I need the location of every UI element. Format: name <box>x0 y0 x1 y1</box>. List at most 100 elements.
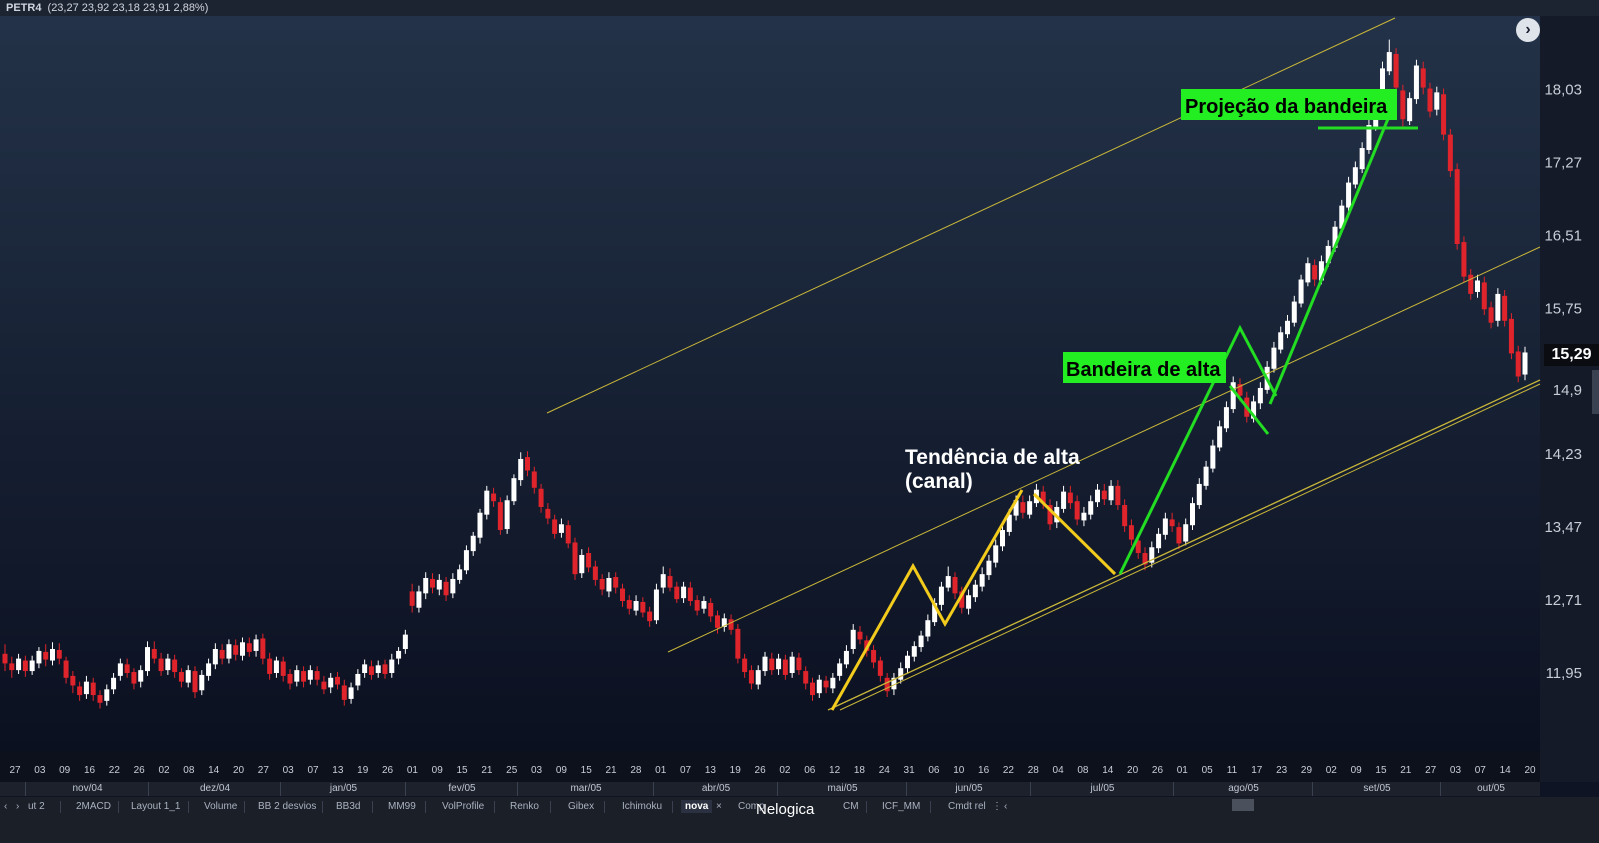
price-chart[interactable]: Projeção da bandeira Bandeira de alta Te… <box>0 16 1599 782</box>
month-label: jul/05 <box>1030 782 1174 796</box>
x-tick-label: 02 <box>779 765 791 776</box>
tab-scroll-back-icon[interactable]: ‹ <box>1004 801 1008 812</box>
candle <box>1142 547 1148 571</box>
tab-ut2[interactable]: ut 2 <box>28 801 45 812</box>
candle <box>1278 326 1284 354</box>
candle <box>29 655 35 675</box>
candle <box>321 675 327 695</box>
x-tick-label: 07 <box>307 765 319 776</box>
candle <box>185 665 191 688</box>
candle <box>43 644 49 667</box>
candle <box>240 637 245 661</box>
candle <box>253 634 259 657</box>
x-tick-label: 22 <box>109 765 121 776</box>
candle <box>1312 259 1318 287</box>
candle <box>1285 315 1290 339</box>
tab-more-icon[interactable]: ⋮ <box>992 801 1002 812</box>
candle <box>314 666 320 686</box>
candle <box>647 606 653 627</box>
candle <box>50 642 55 666</box>
candle <box>966 589 972 615</box>
tab-cm[interactable]: CM <box>843 801 859 812</box>
tab-nova[interactable]: nova <box>681 800 713 813</box>
tab-close-icon[interactable]: × <box>716 801 722 812</box>
candle <box>660 566 666 594</box>
x-tick-label: 12 <box>829 765 841 776</box>
tab-scroll-right-icon[interactable]: › <box>16 801 20 812</box>
candle <box>918 630 924 652</box>
candle <box>653 583 659 625</box>
candle <box>267 652 273 680</box>
candle <box>925 614 931 642</box>
candle <box>1257 382 1263 410</box>
x-tick-label: 28 <box>630 765 642 776</box>
tab-bb3d[interactable]: BB3d <box>336 801 361 812</box>
x-tick-label: 07 <box>1475 765 1487 776</box>
candle <box>457 564 463 584</box>
tab-volprofile[interactable]: VolProfile <box>442 801 485 812</box>
month-label: fev/05 <box>405 782 518 796</box>
side-panel-handle[interactable] <box>1592 370 1599 414</box>
candle <box>1149 541 1155 568</box>
candle <box>986 554 992 580</box>
tab-scroll-left-icon[interactable]: ‹ <box>4 801 8 812</box>
candle <box>1346 176 1352 212</box>
tab-icf-mm[interactable]: ICF_MM <box>882 801 921 812</box>
candle <box>287 669 293 690</box>
x-tick-label: 27 <box>1425 765 1437 776</box>
y-tick-label: 12,71 <box>1544 592 1582 609</box>
x-tick-label: 07 <box>680 765 692 776</box>
tab-cmdt-rel[interactable]: Cmdt rel <box>948 801 986 812</box>
candle <box>626 595 632 615</box>
chevron-right-icon[interactable]: › <box>1516 18 1540 42</box>
x-tick-label: 26 <box>134 765 146 776</box>
candle <box>952 572 958 600</box>
tab-bb-2-desvios[interactable]: BB 2 desvios <box>258 801 317 812</box>
month-label: mar/05 <box>517 782 654 796</box>
candle <box>1210 439 1216 473</box>
y-tick-label: 11,95 <box>1546 665 1582 682</box>
candle <box>2 644 8 672</box>
x-tick-label: 09 <box>556 765 568 776</box>
x-tick-label: 13 <box>705 765 717 776</box>
candle <box>63 656 69 684</box>
flag-pole-line <box>1118 324 1278 575</box>
last-price-badge: 15,29 <box>1544 344 1599 366</box>
candle <box>592 560 598 586</box>
price-axis: 18,03 17,27 16,51 15,75 14,9 14,23 13,47 12,71 1… <box>1544 82 1582 683</box>
x-tick-label: 13 <box>332 765 344 776</box>
x-tick-label: 26 <box>382 765 394 776</box>
candle <box>742 653 748 678</box>
candle <box>212 643 218 670</box>
scrollbar-thumb[interactable] <box>1232 799 1254 811</box>
candle <box>56 643 62 665</box>
channel-lower-line-2 <box>839 383 1541 711</box>
candle <box>850 624 856 654</box>
tab-2macd[interactable]: 2MACD <box>76 801 112 812</box>
tab-layout-1-1[interactable]: Layout 1_1 <box>131 801 181 812</box>
candle <box>111 673 117 695</box>
tab-mm99[interactable]: MM99 <box>388 801 416 812</box>
x-tick-label: 04 <box>1053 765 1065 776</box>
tab-ichimoku[interactable]: Ichimoku <box>622 801 663 812</box>
candle <box>1128 519 1134 546</box>
tab-comp[interactable]: Comp <box>738 801 765 812</box>
candle <box>9 656 15 678</box>
candle <box>124 658 130 678</box>
candle <box>1386 39 1392 76</box>
tab-gibex[interactable]: Gibex <box>568 801 595 812</box>
candle <box>1122 499 1128 532</box>
candle <box>586 547 592 573</box>
tab-renko[interactable]: Renko <box>510 801 539 812</box>
candle <box>294 665 300 687</box>
x-tick-label: 16 <box>84 765 96 776</box>
x-tick-label: 20 <box>1127 765 1139 776</box>
y-tick-label: 17,27 <box>1544 154 1582 171</box>
candle <box>1502 290 1508 327</box>
candle <box>151 641 157 664</box>
plot-background <box>0 16 1540 751</box>
candle <box>97 690 103 709</box>
symbol-header: PETR4 (23,27 23,92 23,18 23,91 2,88%) <box>0 0 1599 16</box>
candle <box>877 656 883 682</box>
tab-volume[interactable]: Volume <box>204 801 238 812</box>
